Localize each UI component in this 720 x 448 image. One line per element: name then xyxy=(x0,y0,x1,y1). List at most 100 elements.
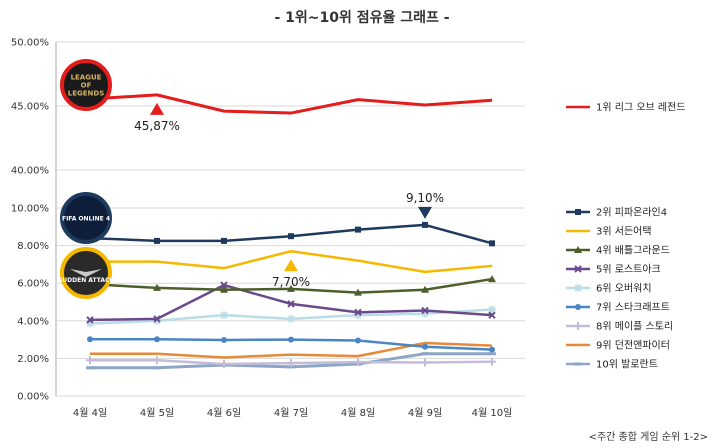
data-point xyxy=(221,237,227,244)
data-point xyxy=(354,288,362,296)
data-point xyxy=(421,306,429,315)
x-tick-label: 4월 4일 xyxy=(73,407,107,419)
data-point xyxy=(354,308,362,317)
data-point xyxy=(86,366,94,370)
series-group xyxy=(86,356,496,369)
legend-item: 8위 메이플 스토리 xyxy=(566,320,673,333)
game-logo: FIFA ONLINE 4 xyxy=(60,192,112,244)
y-tick-label: 2.00% xyxy=(17,354,49,365)
data-point xyxy=(86,316,94,324)
series-group xyxy=(86,281,496,324)
chart-title: - 1위~10위 점유율 그래프 - xyxy=(274,9,449,26)
annotation-label: 45,87% xyxy=(134,119,180,133)
data-point xyxy=(287,284,295,292)
x-tick-label: 4월 7일 xyxy=(274,407,308,419)
data-point xyxy=(355,226,361,233)
legend-item: 7위 스타크래프트 xyxy=(566,301,670,314)
data-point xyxy=(288,233,294,240)
data-point xyxy=(489,346,495,353)
logo-badge xyxy=(60,59,112,111)
data-point xyxy=(86,356,94,365)
series-lines xyxy=(86,93,496,370)
logo-badge xyxy=(60,192,112,244)
y-tick-label: 4.00% xyxy=(17,316,49,327)
data-point xyxy=(153,315,161,323)
data-point xyxy=(287,359,295,368)
logo-lettering: SUDDEN ATTACK xyxy=(58,277,114,284)
series-group xyxy=(86,275,496,296)
y-tick-label: 50.00% xyxy=(11,38,49,49)
x-tick-label: 4월 9일 xyxy=(408,407,442,419)
data-point xyxy=(574,284,582,292)
logo-lettering: OF xyxy=(81,82,92,90)
data-point xyxy=(154,237,160,244)
series-group xyxy=(87,336,495,353)
legend-item: 4위 배틀그라운드 xyxy=(566,244,670,257)
series-group xyxy=(89,93,493,115)
annotation-marker xyxy=(284,259,298,272)
data-point xyxy=(355,337,361,344)
data-point xyxy=(287,300,295,308)
annotation-marker xyxy=(150,102,164,115)
legend-label: 8위 메이플 스토리 xyxy=(596,320,673,333)
data-point xyxy=(354,358,362,367)
data-point xyxy=(154,336,160,343)
y-tick-label: 0.00% xyxy=(17,392,49,403)
logo-lettering: LEGENDS xyxy=(68,90,104,98)
series-group xyxy=(89,341,493,359)
legend-label: 5위 로스트아크 xyxy=(596,263,661,276)
series-group xyxy=(86,305,496,328)
data-point xyxy=(575,209,581,215)
legend-label: 10위 발로란트 xyxy=(596,358,658,371)
legend-label: 3위 서든어택 xyxy=(596,225,652,238)
data-point xyxy=(488,311,496,319)
data-point xyxy=(488,275,496,283)
series-group xyxy=(87,221,495,247)
footnote: <주간 종합 게임 순위 1-2> xyxy=(589,430,708,443)
y-tick-label: 8.00% xyxy=(17,241,49,252)
data-point xyxy=(220,311,228,320)
legend-label: 2위 피파온라인4 xyxy=(596,206,667,219)
data-point xyxy=(488,352,496,356)
data-point xyxy=(421,285,429,293)
data-point xyxy=(422,343,428,350)
logo-lettering: FIFA ONLINE 4 xyxy=(62,216,110,223)
data-point xyxy=(575,304,581,310)
series-line xyxy=(90,341,493,359)
data-point xyxy=(220,285,228,293)
y-tick-label: 45.00% xyxy=(11,102,49,113)
x-tick-labels: 4월 4일 4월 5일 4월 6일 4월 7일 4월 8일 4월 9일 4월 10일 xyxy=(73,407,512,419)
data-point xyxy=(86,319,94,328)
data-point xyxy=(488,357,496,366)
data-point xyxy=(574,322,582,330)
legend-label: 1위 리그 오브 레전드 xyxy=(596,101,686,114)
game-logo: SUDDEN ATTACK xyxy=(58,247,114,299)
data-point xyxy=(153,356,161,365)
x-tick-label: 4월 5일 xyxy=(140,407,174,419)
data-point xyxy=(153,366,161,370)
legend-item: 2위 피파온라인4 xyxy=(566,206,667,219)
legend-label: 4위 배틀그라운드 xyxy=(596,244,670,257)
data-point xyxy=(488,305,496,314)
legend-label: 6위 오버워치 xyxy=(596,282,652,295)
data-point xyxy=(287,314,295,323)
data-point xyxy=(574,246,582,253)
wing-icon xyxy=(70,269,102,277)
y-tick-labels: 50.00% 45.00% 40.00% 10.00% 8.00% 6.00% 4.00% 2… xyxy=(11,38,49,403)
series-line xyxy=(89,93,493,115)
data-point xyxy=(354,311,362,320)
legend-label: 9위 던전앤파이터 xyxy=(596,339,670,352)
logo-lettering: LEAGUE xyxy=(71,74,102,82)
annotation-label: 9,10% xyxy=(406,191,444,205)
data-point xyxy=(421,358,429,367)
data-point xyxy=(153,283,161,291)
data-point xyxy=(288,336,294,343)
data-point xyxy=(220,281,228,289)
annotation-marker xyxy=(418,206,432,219)
legend-item: 9위 던전앤파이터 xyxy=(566,339,670,352)
data-point xyxy=(421,352,429,356)
legend-item: 10위 발로란트 xyxy=(566,358,658,371)
